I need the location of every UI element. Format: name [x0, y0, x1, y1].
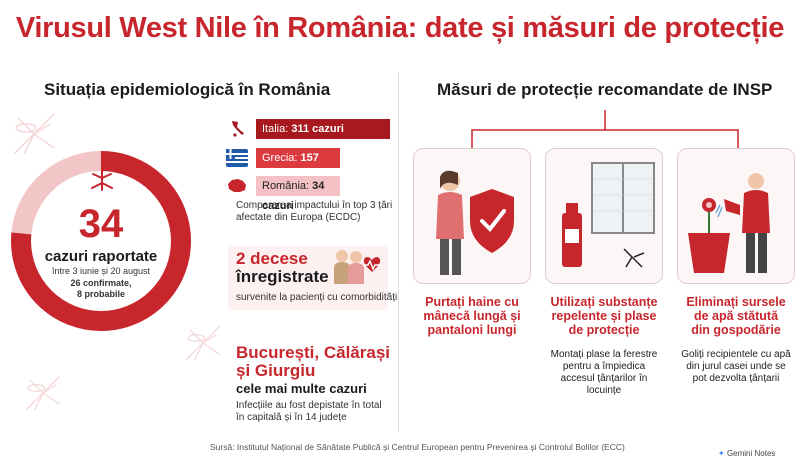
italy-value: 311 cazuri — [291, 123, 344, 135]
deaths-heading-2: înregistrate — [236, 267, 329, 286]
bracket-connector — [471, 110, 739, 148]
shield-person-icon — [436, 170, 514, 275]
card-title-line: de protecție — [568, 323, 640, 337]
card-water-description: Goliți recipientele cu apă din jurul cas… — [674, 349, 798, 385]
country-bar-row: România: 34 cazuri — [226, 175, 390, 212]
period-label: între 3 iunie și 20 august — [51, 266, 151, 276]
card-title-line: mânecă lungă și — [423, 309, 521, 323]
protection-card-repellent — [545, 148, 663, 284]
watering-plant-icon — [688, 173, 770, 273]
section-title-protection: Măsuri de protecție recomandate de INSP — [437, 80, 773, 99]
section-divider — [398, 72, 399, 432]
card-title-line: Utilizați substanțe — [550, 295, 658, 309]
mosquito-icon — [91, 168, 113, 191]
repellent-window-icon — [562, 162, 655, 268]
card-title-line: Eliminați sursele — [686, 295, 786, 309]
section-title-epidemiology: Situația epidemiologică în România — [44, 80, 331, 99]
card-title-line: de apă stătută — [693, 309, 779, 323]
romania-map-icon — [228, 179, 246, 192]
romania-bar: România: 34 cazuri — [256, 176, 340, 212]
greece-flag-icon — [226, 149, 248, 167]
card-desc-line: accesul țânțarilor în — [560, 373, 648, 384]
regions-subheading: cele mai multe cazuri — [236, 381, 367, 396]
greece-country-label: Grecia: — [262, 152, 298, 164]
total-cases-label: cazuri raportate — [44, 248, 158, 265]
card-clothing-title: Purtați haine cu mânecă lungă și pantalo… — [410, 295, 534, 337]
card-desc-line: pot dezvolta țânțarii — [692, 373, 780, 384]
elderly-heart-icon — [334, 250, 381, 284]
page-title: Virusul West Nile în România: date și mă… — [15, 12, 785, 44]
total-cases-value: 34 — [78, 202, 124, 246]
card-title-line: repelente și plase — [551, 309, 657, 323]
donut-center: 34 cazuri raportate între 3 iunie și 20 … — [6, 146, 196, 336]
sparkle-icon: ✦ — [718, 449, 725, 458]
background-mosquito-icon — [185, 325, 221, 361]
romania-country-label: România: — [262, 180, 310, 192]
card-desc-line: pentru a împiedica — [562, 361, 646, 372]
card-water-title: Eliminați sursele de apă stătută din gos… — [674, 295, 798, 337]
card-desc-line: Goliți recipientele cu apă — [681, 349, 791, 360]
card-desc-line: din jurul casei unde se — [686, 361, 786, 372]
italy-bar: Italia: 311 cazuri — [256, 119, 390, 139]
card-repellent-description: Montați plase la ferestre pentru a împie… — [542, 349, 666, 397]
probable-label: 8 probabile — [76, 289, 125, 299]
italy-map-icon — [232, 121, 244, 137]
romania-value: 34 cazuri — [262, 180, 325, 212]
card-desc-line: locuințe — [586, 385, 622, 396]
card-title-line: din gospodărie — [691, 323, 781, 337]
regions-note-line: Infecțiile au fost depistate în total — [236, 400, 382, 411]
card-title-line: pantaloni lungi — [427, 323, 517, 337]
comparison-note-line: afectate din Europa (ECDC) — [236, 212, 361, 223]
country-bar-row: Italia: 311 cazuri — [226, 118, 390, 140]
deaths-note: survenite la pacienți cu comorbidități — [236, 292, 398, 303]
country-bar-row: Grecia: 157 cazuri — [226, 147, 390, 184]
card-desc-line: Montați plase la ferestre — [550, 349, 658, 360]
background-mosquito-icon — [25, 375, 61, 411]
italy-country-label: Italia: — [262, 123, 289, 135]
brand-logo: ✦ Gemini Notes — [718, 449, 775, 458]
cases-donut-chart — [11, 151, 191, 331]
regions-heading-2: și Giurgiu — [236, 361, 316, 380]
regions-heading: București, Călărași — [236, 343, 391, 362]
deaths-heading: 2 decese — [236, 249, 308, 268]
protection-card-water — [677, 148, 795, 284]
source-note: Sursă: Institutul Național de Sănătate P… — [210, 442, 625, 452]
card-title-line: Purtați haine cu — [425, 295, 519, 309]
protection-card-clothing — [413, 148, 531, 284]
donut-confirmed-segment — [11, 151, 191, 331]
brand-label: Gemini Notes — [726, 449, 776, 458]
regions-note-line: în capitală și în 14 județe — [236, 412, 347, 423]
card-repellent-title: Utilizați substanțe repelente și plase d… — [542, 295, 666, 337]
greece-bar: Grecia: 157 cazuri — [256, 148, 340, 184]
comparison-note: Compararea impactului în top 3 țări afec… — [236, 200, 392, 224]
confirmed-label: 26 confirmate, — [70, 278, 132, 288]
comparison-note-line: Compararea impactului în top 3 țări — [236, 200, 393, 211]
background-mosquito-icon — [13, 113, 55, 155]
regions-note: Infecțiile au fost depistate în total în… — [236, 400, 382, 424]
